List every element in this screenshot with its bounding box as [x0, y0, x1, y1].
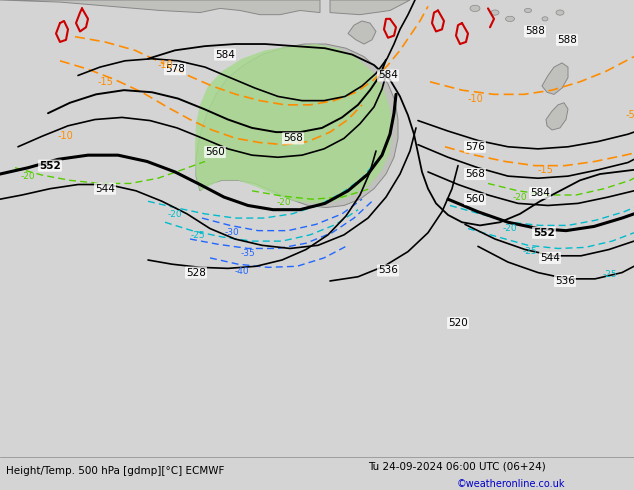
Text: 560: 560: [465, 194, 485, 204]
Text: -25: -25: [522, 247, 537, 256]
Text: -20: -20: [276, 198, 291, 207]
Text: -10: -10: [157, 60, 173, 70]
Text: -5: -5: [625, 110, 634, 121]
Polygon shape: [196, 44, 398, 208]
Text: 576: 576: [465, 142, 485, 152]
Text: -30: -30: [224, 228, 240, 237]
Text: -20: -20: [21, 172, 36, 181]
Text: -15: -15: [97, 77, 113, 87]
Text: 584: 584: [530, 188, 550, 198]
Text: -15: -15: [537, 165, 553, 175]
Text: 588: 588: [557, 35, 577, 45]
Text: 560: 560: [205, 147, 225, 157]
Ellipse shape: [524, 8, 531, 13]
Text: 588: 588: [525, 26, 545, 36]
Text: 544: 544: [540, 253, 560, 263]
Ellipse shape: [505, 16, 515, 22]
Text: 520: 520: [448, 318, 468, 328]
Polygon shape: [542, 63, 568, 95]
Text: -10: -10: [57, 131, 73, 141]
Text: -20: -20: [503, 224, 517, 233]
Text: Height/Temp. 500 hPa [gdmp][°C] ECMWF: Height/Temp. 500 hPa [gdmp][°C] ECMWF: [6, 466, 224, 476]
Text: 544: 544: [95, 184, 115, 194]
Text: 552: 552: [533, 228, 555, 238]
Text: -20: -20: [167, 210, 183, 220]
Ellipse shape: [491, 10, 499, 15]
Polygon shape: [195, 44, 392, 203]
Polygon shape: [546, 103, 568, 130]
Text: -35: -35: [241, 249, 256, 258]
Text: Tu 24-09-2024 06:00 UTC (06+24): Tu 24-09-2024 06:00 UTC (06+24): [368, 462, 545, 471]
Polygon shape: [0, 0, 320, 15]
Text: 536: 536: [378, 266, 398, 275]
Text: 536: 536: [555, 276, 575, 286]
Text: -25: -25: [191, 231, 205, 241]
Text: -40: -40: [235, 267, 249, 276]
Text: 584: 584: [378, 71, 398, 80]
Polygon shape: [330, 0, 410, 15]
Ellipse shape: [470, 5, 480, 12]
Text: ©weatheronline.co.uk: ©weatheronline.co.uk: [456, 479, 565, 489]
Text: -20: -20: [513, 193, 527, 201]
Text: 568: 568: [283, 133, 303, 144]
Text: 584: 584: [215, 49, 235, 59]
Text: 528: 528: [186, 268, 206, 277]
Text: -25: -25: [603, 270, 618, 279]
Text: 568: 568: [465, 169, 485, 179]
Ellipse shape: [542, 17, 548, 21]
Ellipse shape: [556, 10, 564, 15]
Polygon shape: [348, 21, 376, 44]
Text: 552: 552: [39, 161, 61, 171]
Text: -10: -10: [467, 94, 483, 103]
Text: 578: 578: [165, 64, 185, 74]
